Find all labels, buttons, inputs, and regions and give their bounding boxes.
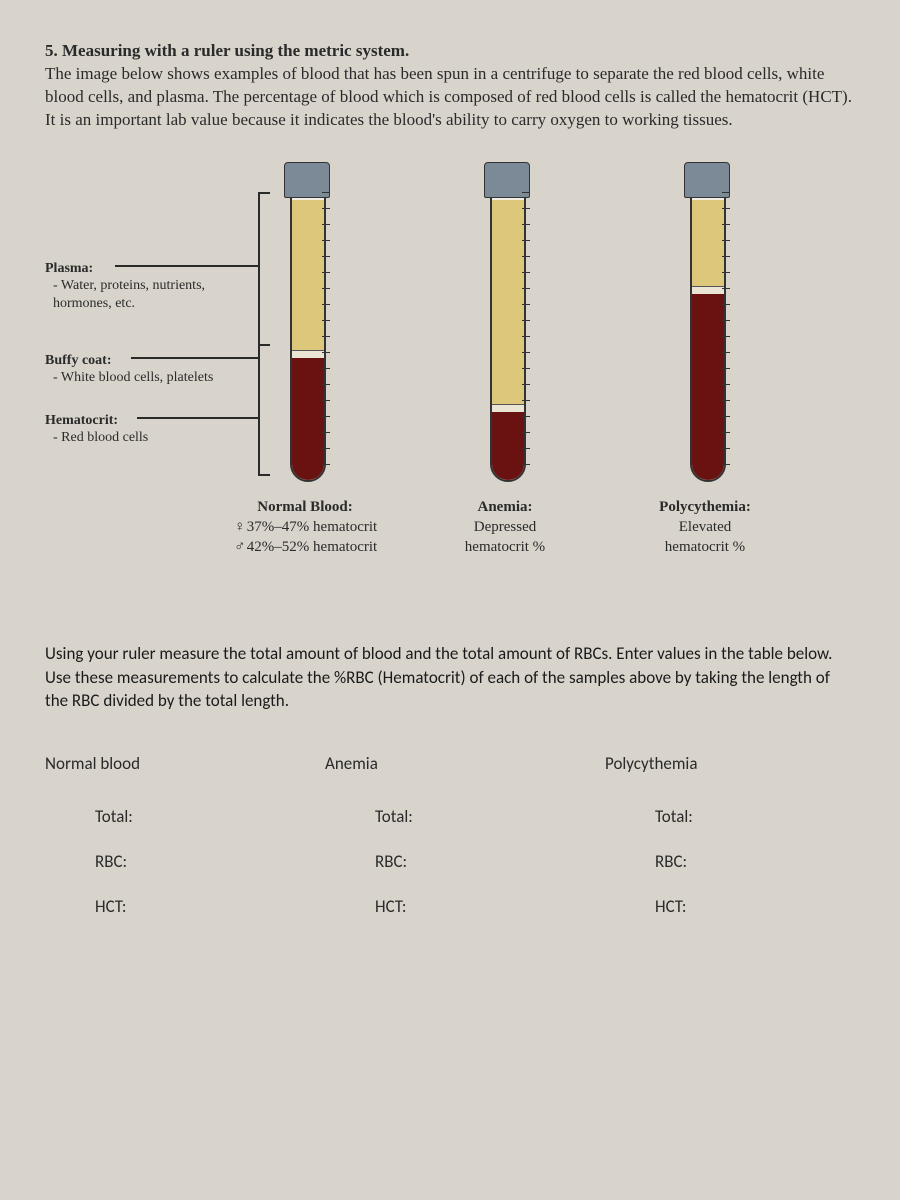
cell-rbc-normal: RBC: (45, 851, 295, 874)
cell-rbc-poly: RBC: (605, 851, 855, 874)
question-number: 5. (45, 41, 58, 60)
question-title: Measuring with a ruler using the metric … (62, 41, 409, 60)
tube-glass (290, 188, 326, 482)
line-hematocrit (137, 417, 258, 419)
tube-glass (690, 188, 726, 482)
col-head-polycythemia: Polycythemia (605, 753, 855, 776)
tube-ticks (722, 192, 732, 478)
rbc-fill (292, 358, 324, 480)
line-plasma (115, 265, 260, 267)
col-head-anemia: Anemia (325, 753, 575, 776)
female-icon: ♀ (233, 517, 247, 537)
tube-label-anemia: Anemia: Depressed hematocrit % (410, 497, 600, 558)
cell-total-anemia: Total: (325, 806, 575, 829)
tube-normal (280, 162, 332, 482)
rbc-fill (692, 294, 724, 480)
male-icon: ♂ (233, 537, 247, 557)
cell-total-poly: Total: (605, 806, 855, 829)
tube-label-normal: Normal Blood: ♀37%–47% hematocrit ♂42%–5… (210, 497, 400, 558)
cell-rbc-anemia: RBC: (325, 851, 575, 874)
cell-hct-anemia: HCT: (325, 896, 575, 919)
question-body: The image below shows examples of blood … (45, 64, 852, 129)
hematocrit-diagram: Plasma: - Water, proteins, nutrients, ho… (45, 152, 855, 622)
tube-label-polycythemia: Polycythemia: Elevated hematocrit % (610, 497, 800, 558)
tube-ticks (322, 192, 332, 478)
tube-ticks (522, 192, 532, 478)
line-buffy (131, 357, 260, 359)
cell-hct-normal: HCT: (45, 896, 295, 919)
rbc-fill (492, 412, 524, 480)
plasma-fill (292, 200, 324, 350)
answer-grid: Normal blood Anemia Polycythemia Total: … (45, 753, 855, 919)
tube-anemia (480, 162, 532, 482)
plasma-fill (492, 200, 524, 404)
cell-total-normal: Total: (45, 806, 295, 829)
plasma-fill (692, 200, 724, 286)
instructions-text: Using your ruler measure the total amoun… (45, 642, 855, 713)
bracket-hematocrit (258, 344, 270, 476)
bracket-plasma (258, 192, 270, 346)
tube-polycythemia (680, 162, 732, 482)
plasma-label: Plasma: - Water, proteins, nutrients, ho… (45, 260, 220, 313)
tube-glass (490, 188, 526, 482)
cell-hct-poly: HCT: (605, 896, 855, 919)
col-head-normal: Normal blood (45, 753, 295, 776)
question-block: 5. Measuring with a ruler using the metr… (45, 40, 855, 132)
